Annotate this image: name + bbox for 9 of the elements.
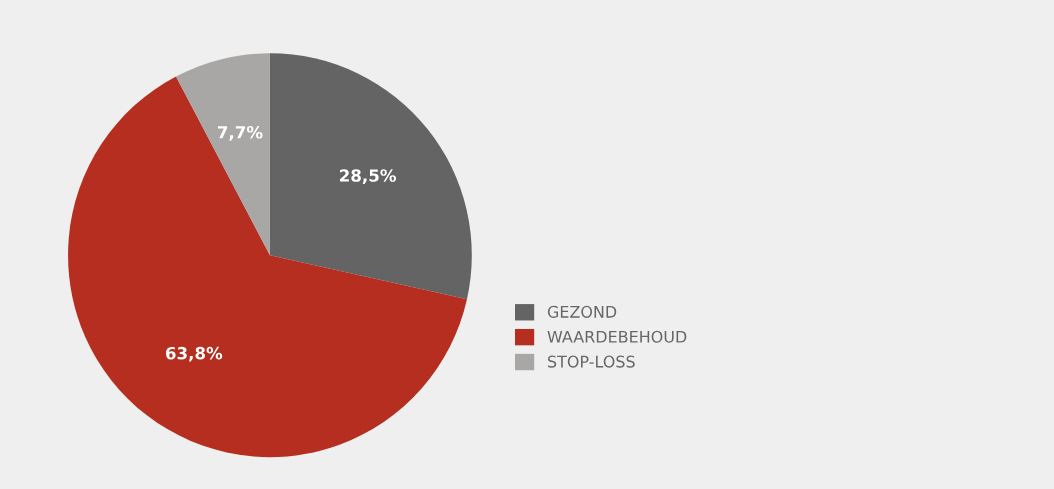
data-label: 28,5% (340, 169, 396, 184)
legend-label: WAARDEBEHOUD (547, 330, 687, 343)
pie-slice (269, 53, 472, 300)
data-label: 7,7% (217, 125, 263, 141)
legend-label: STOP-LOSS (548, 355, 635, 368)
legend-label: GEZOND (547, 305, 617, 318)
pie-slice (68, 76, 467, 458)
data-label: 63,8% (165, 346, 223, 362)
pie-slice (176, 53, 270, 256)
